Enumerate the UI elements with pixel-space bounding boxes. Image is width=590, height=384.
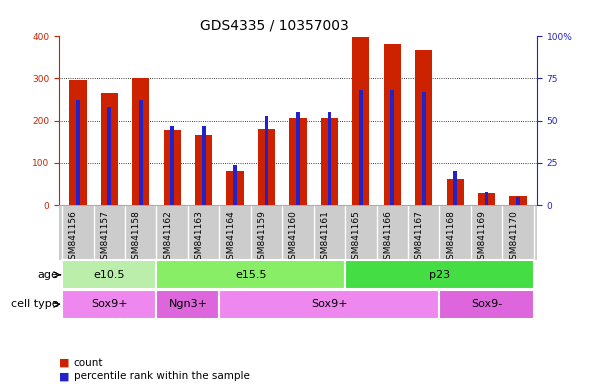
Text: GSM841164: GSM841164 — [226, 210, 235, 265]
Bar — [132, 78, 149, 205]
Bar — [391, 90, 394, 205]
Text: count: count — [74, 358, 103, 368]
Text: Sox9-: Sox9- — [471, 299, 502, 310]
Bar — [296, 112, 300, 205]
Bar — [76, 100, 80, 205]
Bar — [69, 81, 87, 205]
Bar — [516, 197, 520, 205]
Bar — [289, 118, 307, 205]
Bar — [139, 100, 143, 205]
Bar — [327, 112, 331, 205]
Bar — [156, 260, 345, 289]
Text: ■: ■ — [59, 371, 70, 381]
Bar — [62, 290, 156, 319]
Text: GSM841165: GSM841165 — [352, 210, 361, 265]
Text: e10.5: e10.5 — [94, 270, 125, 280]
Text: GSM841161: GSM841161 — [320, 210, 329, 265]
Bar — [227, 171, 244, 205]
Text: GSM841168: GSM841168 — [446, 210, 455, 265]
Bar — [359, 90, 363, 205]
Text: GSM841157: GSM841157 — [100, 210, 109, 265]
Text: GSM841159: GSM841159 — [257, 210, 267, 265]
Bar — [447, 179, 464, 205]
Bar — [202, 126, 205, 205]
Text: GSM841160: GSM841160 — [289, 210, 298, 265]
Text: Sox9+: Sox9+ — [91, 299, 127, 310]
Text: GSM841166: GSM841166 — [384, 210, 392, 265]
Bar — [265, 116, 268, 205]
Text: GSM841167: GSM841167 — [415, 210, 424, 265]
Text: Sox9+: Sox9+ — [311, 299, 348, 310]
Bar — [233, 164, 237, 205]
Bar — [509, 196, 527, 205]
Bar — [345, 260, 534, 289]
Bar — [478, 193, 495, 205]
Text: GSM841169: GSM841169 — [477, 210, 487, 265]
Text: GSM841162: GSM841162 — [163, 210, 172, 265]
Text: p23: p23 — [429, 270, 450, 280]
Text: age: age — [38, 270, 58, 280]
Bar — [156, 290, 219, 319]
Text: cell type: cell type — [11, 299, 58, 310]
Bar — [219, 290, 440, 319]
Text: Ngn3+: Ngn3+ — [168, 299, 208, 310]
Title: GDS4335 / 10357003: GDS4335 / 10357003 — [199, 18, 349, 32]
Bar — [163, 130, 181, 205]
Text: GSM841170: GSM841170 — [509, 210, 518, 265]
Bar — [485, 192, 489, 205]
Bar — [171, 126, 174, 205]
Bar — [453, 171, 457, 205]
Text: percentile rank within the sample: percentile rank within the sample — [74, 371, 250, 381]
Text: GSM841156: GSM841156 — [69, 210, 78, 265]
Bar — [62, 260, 156, 289]
Text: e15.5: e15.5 — [235, 270, 267, 280]
Bar — [321, 118, 338, 205]
Bar — [107, 107, 111, 205]
Bar — [422, 92, 425, 205]
Bar — [258, 129, 275, 205]
Bar — [384, 44, 401, 205]
Bar — [415, 50, 432, 205]
Text: GSM841163: GSM841163 — [195, 210, 204, 265]
Text: GSM841158: GSM841158 — [132, 210, 141, 265]
Bar — [440, 290, 534, 319]
Text: ■: ■ — [59, 358, 70, 368]
Bar — [101, 93, 118, 205]
Bar — [352, 37, 369, 205]
Bar — [195, 136, 212, 205]
